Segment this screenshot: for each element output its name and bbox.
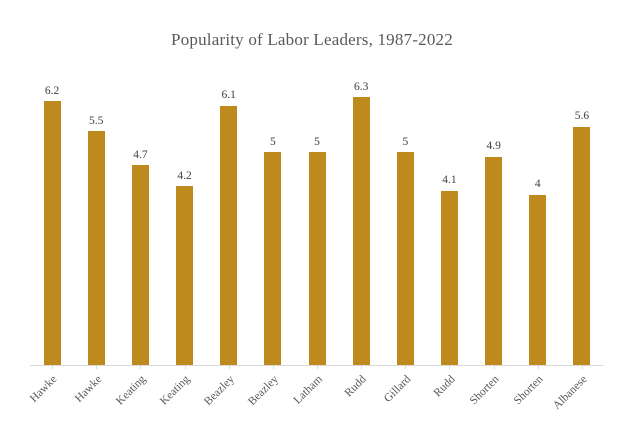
axis-tick <box>228 366 230 369</box>
bar <box>396 152 414 365</box>
bar-value-label: 4 <box>534 178 541 191</box>
x-axis-label: Hawke <box>72 373 104 405</box>
bar-value-label: 4.7 <box>133 148 148 161</box>
bar-column: 6.2 <box>30 75 74 365</box>
x-axis-label: Latham <box>291 373 325 407</box>
bar-value-label: 6.1 <box>221 89 236 101</box>
axis-tick <box>272 366 274 369</box>
bar-column: 5 <box>383 75 427 365</box>
axis-tick <box>449 366 451 369</box>
x-axis-label: Keating <box>158 373 193 408</box>
bar <box>176 186 194 365</box>
axis-tick <box>537 366 539 369</box>
x-axis-label: Beazley <box>201 373 237 408</box>
bar-column: 5 <box>251 75 295 365</box>
bar-column: 4.1 <box>427 75 471 365</box>
bar <box>220 105 238 365</box>
bar-value-label: 5.5 <box>89 114 104 127</box>
bar-value-label: 6.2 <box>44 84 60 97</box>
bar <box>87 131 105 365</box>
bar-value-label: 4.1 <box>442 174 457 187</box>
x-axis-label: Rudd <box>431 373 458 400</box>
bar-column: 4.9 <box>472 75 516 365</box>
axis-tick <box>361 366 363 369</box>
bar <box>529 194 547 365</box>
bar-column: 5.5 <box>74 75 118 365</box>
axis-tick <box>96 366 98 369</box>
bar <box>573 126 591 365</box>
bar-value-label: 5 <box>314 135 320 148</box>
bar-value-label: 5 <box>402 135 409 148</box>
bar-column: 5.6 <box>560 75 604 365</box>
x-axis-label: Hawke <box>28 373 60 405</box>
axis-tick <box>52 366 54 369</box>
bar <box>352 97 370 365</box>
bar-value-label: 5 <box>269 135 276 148</box>
x-axis-label: Rudd <box>342 373 369 400</box>
x-axis-label: Shorten <box>467 373 502 408</box>
bar <box>485 156 503 365</box>
bar-value-label: 6.3 <box>353 80 369 93</box>
chart-title: Popularity of Labor Leaders, 1987-2022 <box>171 30 453 49</box>
plot-area: 6.2 5.5 4.7 4.2 6.1 5 5 6.3 5 4.1 4.9 4 5.6 <box>30 75 604 366</box>
bar-column: 5 <box>295 75 339 365</box>
bar-column: 4.7 <box>118 75 162 365</box>
bar-column: 6.3 <box>339 75 383 365</box>
x-axis-label: Gillard <box>381 373 414 405</box>
bar-value-label: 5.6 <box>574 110 590 123</box>
bar <box>308 152 326 365</box>
bar <box>43 101 61 365</box>
axis-tick <box>493 366 495 369</box>
bar-value-label: 4.2 <box>177 169 192 182</box>
bar-column: 4 <box>516 75 560 365</box>
x-axis-label: Albanese <box>550 373 590 413</box>
x-axis-label: Beazley <box>245 373 281 408</box>
bar-value-label: 4.9 <box>486 140 501 153</box>
axis-tick <box>140 366 142 369</box>
bar <box>264 152 282 365</box>
axis-tick <box>184 366 186 369</box>
x-axis: Hawke Hawke Keating Keating Beazley Beazley La… <box>28 366 604 430</box>
x-axis-label: Shorten <box>511 373 546 408</box>
x-axis-label: Keating <box>113 373 149 408</box>
bar <box>131 165 149 365</box>
axis-tick <box>317 366 318 369</box>
bar-column: 4.2 <box>162 75 206 365</box>
bar-column: 6.1 <box>207 75 251 365</box>
axis-tick <box>581 366 583 369</box>
bar <box>440 190 458 365</box>
axis-tick <box>405 366 407 369</box>
